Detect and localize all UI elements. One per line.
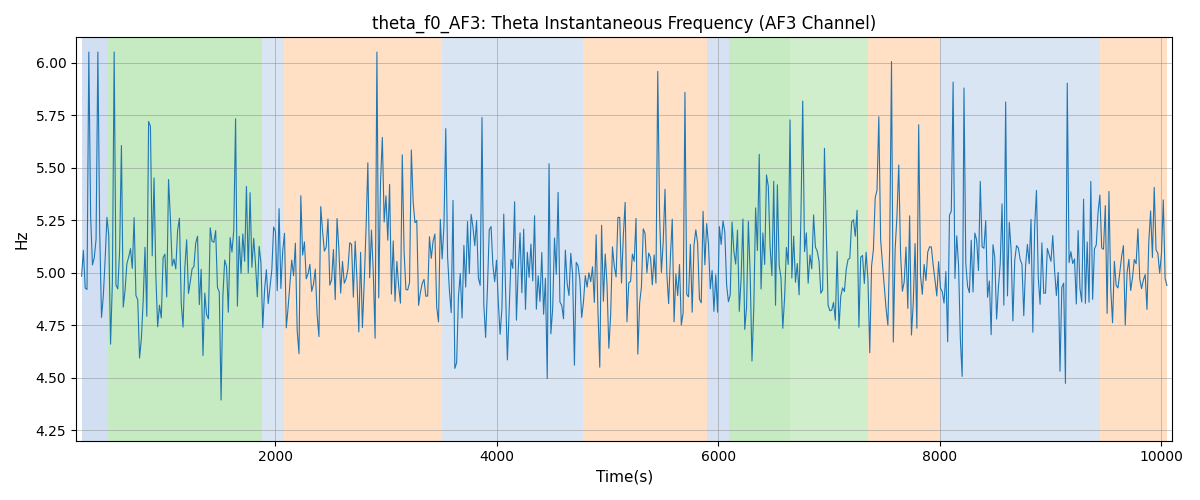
Title: theta_f0_AF3: Theta Instantaneous Frequency (AF3 Channel): theta_f0_AF3: Theta Instantaneous Freque… — [372, 15, 876, 34]
Bar — [262, 38, 284, 440]
Bar — [707, 38, 730, 440]
Bar — [82, 38, 108, 440]
Bar — [940, 38, 1051, 440]
Bar — [791, 38, 868, 440]
Bar — [890, 38, 940, 440]
Bar — [1100, 38, 1166, 440]
Bar — [108, 38, 262, 440]
Y-axis label: Hz: Hz — [14, 230, 30, 249]
X-axis label: Time(s): Time(s) — [595, 470, 653, 485]
Bar — [442, 38, 463, 440]
Bar — [284, 38, 442, 440]
Bar — [1051, 38, 1100, 440]
Bar — [868, 38, 890, 440]
Bar — [730, 38, 791, 440]
Bar — [463, 38, 583, 440]
Bar — [583, 38, 707, 440]
